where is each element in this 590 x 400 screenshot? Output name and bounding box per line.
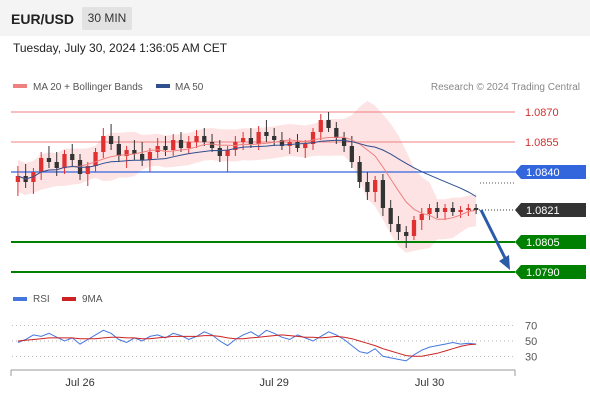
price-panel: 1.0870 1.0855 1.0840 1.0821 1.0805 1.0790 xyxy=(11,101,586,279)
symbol-label: EUR/USD xyxy=(11,11,75,27)
ma20-legend-swatch xyxy=(13,84,27,88)
candle-body xyxy=(225,150,230,156)
chart-datetime: Tuesday, July 30, 2024 1:36:05 AM CET xyxy=(13,41,228,55)
forecast-arrow-head xyxy=(499,255,510,270)
ma20-line xyxy=(17,136,477,220)
level-tag-1.0805 xyxy=(515,235,586,249)
candle-body xyxy=(396,224,401,232)
candle-body xyxy=(194,136,199,142)
candle-body xyxy=(240,138,246,142)
rsi-legend-swatch xyxy=(13,297,27,301)
level-label-1.0790: 1.0790 xyxy=(526,267,560,279)
x-tick-Jul-29: Jul 29 xyxy=(260,377,289,389)
candle-body xyxy=(116,144,121,156)
candle-body xyxy=(334,128,339,138)
candle-body xyxy=(256,132,261,144)
candle-body xyxy=(279,140,285,146)
rsi-series-9ma xyxy=(17,334,477,357)
ma20-legend-label: MA 20 + Bollinger Bands xyxy=(33,82,143,93)
candle-body xyxy=(93,152,98,166)
rsi-tick-70: 70 xyxy=(525,321,537,333)
ma50-legend-swatch xyxy=(156,84,170,88)
level-tag-1.0821 xyxy=(515,203,586,217)
candle-body xyxy=(163,146,168,150)
candle-body xyxy=(46,158,52,162)
bollinger-band xyxy=(17,101,477,253)
candle-body xyxy=(217,148,222,156)
chart-header-bar: EUR/USD 30 MIN xyxy=(0,0,590,36)
credit-label: Research © 2024 Trading Central xyxy=(431,82,580,93)
rsi-series-rsi xyxy=(17,329,477,362)
rsi-panel: 70 50 30 xyxy=(12,321,537,363)
candle-body xyxy=(450,208,455,212)
candle-body xyxy=(101,136,106,152)
x-tick-Jul-26: Jul 26 xyxy=(65,377,94,389)
candle-body xyxy=(178,140,184,148)
candle-body xyxy=(140,154,145,160)
candle-body xyxy=(303,144,308,148)
candle-body xyxy=(373,180,378,192)
time-axis: Jul 26 Jul 29 Jul 30 xyxy=(10,369,516,389)
ma9-legend-swatch xyxy=(62,297,76,301)
candle-body xyxy=(15,176,21,182)
ma50-line xyxy=(17,139,477,197)
x-tick-Jul-30: Jul 30 xyxy=(415,377,444,389)
candle-body xyxy=(442,208,448,212)
candle-body xyxy=(209,142,215,148)
candle-body xyxy=(39,158,44,172)
candle-body xyxy=(466,208,471,210)
candle-body xyxy=(419,214,424,220)
candle-body xyxy=(295,142,300,148)
rsi-tick-50: 50 xyxy=(525,336,537,348)
candle-body xyxy=(365,182,370,192)
candle-body xyxy=(318,120,323,132)
ma50-legend-label: MA 50 xyxy=(175,82,204,93)
candle-body xyxy=(411,220,417,236)
forecast-arrow-shaft xyxy=(479,209,509,263)
candle-body xyxy=(202,136,207,142)
candle-body xyxy=(388,208,393,224)
candle-body xyxy=(70,154,75,160)
candle-body xyxy=(155,146,160,152)
level-label-1.0840: 1.0840 xyxy=(526,167,560,179)
candle-body xyxy=(272,136,277,140)
candle-body xyxy=(326,120,331,128)
candle-body xyxy=(349,146,354,162)
candle-body xyxy=(62,154,67,168)
candle-body xyxy=(310,132,316,144)
level-tag-1.0840 xyxy=(515,165,586,179)
candle-body xyxy=(233,142,238,150)
timeframe-button[interactable]: 30 MIN xyxy=(82,7,132,30)
level-label-1.0805: 1.0805 xyxy=(526,237,560,249)
rsi-legend-label: RSI xyxy=(33,294,50,305)
candle-body xyxy=(108,136,114,144)
ma9-legend-label: 9MA xyxy=(82,294,103,305)
candle-body xyxy=(404,232,409,236)
candle-body xyxy=(186,142,191,148)
candle-body xyxy=(427,208,432,214)
level-label-1.0855: 1.0855 xyxy=(525,137,559,149)
level-tag-1.0790 xyxy=(515,265,586,279)
candle-body xyxy=(357,162,362,182)
candle-body xyxy=(54,162,59,168)
rsi-tick-30: 30 xyxy=(525,351,537,363)
candle-body xyxy=(264,132,269,136)
candle-body xyxy=(171,140,176,150)
candle-body xyxy=(380,180,386,208)
candle-body xyxy=(473,208,479,210)
candle-body xyxy=(132,150,137,154)
candle-body xyxy=(124,150,129,156)
level-label-1.0870: 1.0870 xyxy=(525,107,559,119)
candle-body xyxy=(341,138,347,146)
candle-body xyxy=(458,210,463,212)
candle-body xyxy=(85,166,90,174)
candle-body xyxy=(435,208,440,212)
level-label-1.0821: 1.0821 xyxy=(526,205,560,217)
candle-body xyxy=(147,152,153,160)
candle-body xyxy=(248,138,254,144)
